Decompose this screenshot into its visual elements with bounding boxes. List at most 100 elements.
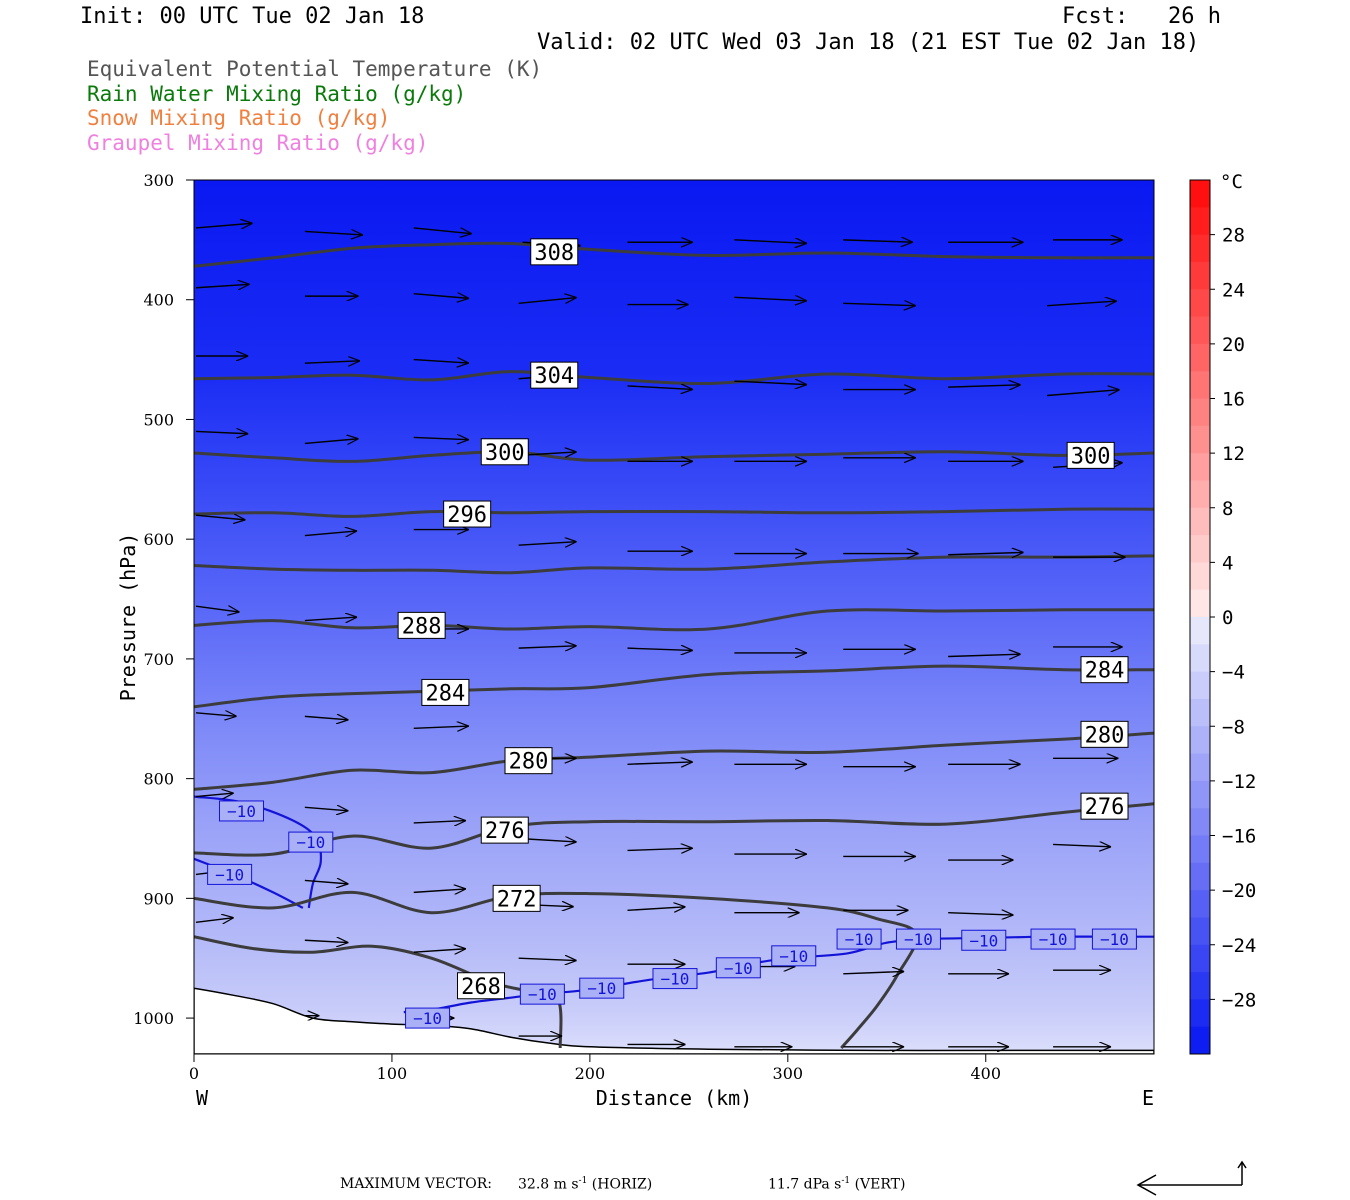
theta-e-label: 276 — [485, 819, 525, 844]
colorbar-band — [1190, 890, 1210, 918]
init-time: Init: 00 UTC Tue 02 Jan 18 — [80, 4, 425, 29]
theta-e-label: 308 — [534, 241, 574, 266]
colorbar-tick-label: 0 — [1222, 607, 1233, 629]
wind-vector — [413, 726, 469, 728]
colorbar-band — [1190, 726, 1210, 755]
theta-e-label-box — [492, 884, 541, 912]
colorbar-band — [1190, 371, 1210, 399]
colorbar-band — [1190, 1026, 1210, 1055]
colorbar-tick-label: −24 — [1222, 935, 1256, 957]
theta-e-label: 304 — [534, 364, 574, 389]
theta-e-label: 296 — [447, 503, 487, 528]
wind-vector — [518, 298, 577, 305]
theta-e-label-box — [530, 361, 579, 389]
wind-vector — [948, 913, 1013, 915]
colorbar-tick-label: −4 — [1222, 662, 1245, 684]
temperature-label: −10 — [587, 979, 616, 998]
x-axis-label: Distance (km) — [596, 1086, 753, 1110]
wind-vector — [304, 439, 359, 444]
temperature-label: −10 — [215, 865, 244, 884]
wind-vector — [195, 793, 234, 796]
wind-vector — [948, 654, 1021, 656]
theta-e-label-box — [480, 438, 529, 466]
wind-vector — [627, 386, 693, 389]
colorbar-band — [1190, 289, 1210, 318]
west-label: W — [196, 1086, 209, 1110]
temperature-label-box — [579, 977, 625, 999]
theta-e-label: 280 — [509, 750, 549, 775]
colorbar-tick-label: 20 — [1222, 334, 1245, 356]
colorbar-band — [1190, 917, 1210, 946]
colorbar-tick-label: 28 — [1222, 225, 1245, 247]
wind-vector — [1053, 844, 1111, 846]
theta-e-contour — [194, 731, 1154, 791]
wind-vector — [304, 617, 357, 620]
colorbar-tick-label: 4 — [1222, 552, 1233, 574]
colorbar-band — [1190, 562, 1210, 591]
theta-e-label: 284 — [1085, 659, 1125, 684]
y-axis-label: Pressure (hPa) — [116, 533, 140, 702]
theta-e-label-box — [397, 611, 446, 639]
theta-e-contour — [194, 507, 1154, 518]
wind-vector — [304, 716, 349, 719]
theta-e-contour — [194, 802, 1154, 857]
temperature-label-box — [836, 928, 882, 950]
colorbar-band — [1190, 180, 1210, 208]
wind-vector — [413, 437, 469, 439]
colorbar-tick-label: 8 — [1222, 498, 1233, 520]
wind-vector — [1047, 301, 1117, 306]
x-tick-label: 100 — [377, 1064, 408, 1083]
theta-e-label-box — [443, 500, 492, 528]
wind-vector — [1047, 390, 1120, 397]
x-tick-label: 0 — [189, 1064, 199, 1083]
east-label: E — [1142, 1086, 1154, 1110]
temperature-label: −10 — [724, 959, 753, 978]
plot-frame — [193, 179, 1155, 1055]
colorbar-band — [1190, 480, 1210, 509]
wind-vector — [304, 231, 363, 234]
wind-vector — [734, 381, 807, 384]
wind-vector — [734, 240, 807, 243]
legend-theta-e: Equivalent Potential Temperature (K) — [87, 57, 543, 81]
colorbar-band — [1190, 808, 1210, 836]
wind-vector — [948, 385, 1021, 387]
theta-e-contour — [194, 608, 1154, 632]
y-tick-label: 400 — [143, 291, 174, 310]
wind-vector — [518, 542, 577, 545]
wind-vector — [413, 949, 466, 952]
colorbar-tick-label: 12 — [1222, 443, 1245, 465]
colorbar-band — [1190, 535, 1210, 563]
colorbar-band — [1190, 835, 1210, 864]
legend-rain-water: Rain Water Mixing Ratio (g/kg) — [87, 82, 467, 106]
colorbar-band — [1190, 234, 1210, 263]
theta-e-label: 288 — [402, 614, 442, 639]
theta-e-label-box — [1080, 720, 1129, 748]
colorbar-band — [1190, 207, 1210, 236]
colorbar-tick-label: −20 — [1222, 880, 1256, 902]
theta-e-label: 272 — [497, 887, 537, 912]
theta-e-contour — [194, 890, 919, 1049]
colorbar-tick-label: −28 — [1222, 989, 1256, 1011]
wind-vector — [304, 880, 349, 883]
temperature-label-box — [961, 929, 1007, 951]
wind-vector — [195, 223, 253, 228]
colorbar-tick-label: −12 — [1222, 771, 1256, 793]
theta-e-contour — [194, 554, 1154, 575]
wind-vector — [195, 918, 234, 923]
colorbar-band — [1190, 753, 1210, 782]
temperature-label-box — [1030, 928, 1076, 950]
wind-vector — [195, 515, 245, 520]
wind-vector — [843, 971, 904, 973]
wind-vector — [195, 713, 237, 716]
colorbar-band — [1190, 425, 1210, 454]
wind-vector — [843, 303, 916, 305]
colorbar-band — [1190, 507, 1210, 536]
wind-vector — [948, 552, 1023, 554]
colorbar-band — [1190, 617, 1210, 645]
temperature-label: −10 — [413, 1009, 442, 1028]
wind-vector — [518, 958, 577, 960]
wind-vector — [195, 431, 248, 433]
wind-vector — [304, 807, 349, 810]
colorbar-band — [1190, 453, 1210, 481]
theta-e-label-box — [1080, 656, 1129, 684]
